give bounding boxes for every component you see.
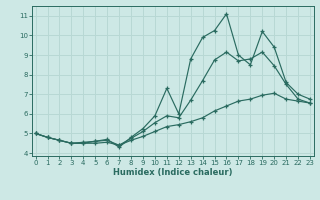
X-axis label: Humidex (Indice chaleur): Humidex (Indice chaleur) (113, 168, 233, 177)
